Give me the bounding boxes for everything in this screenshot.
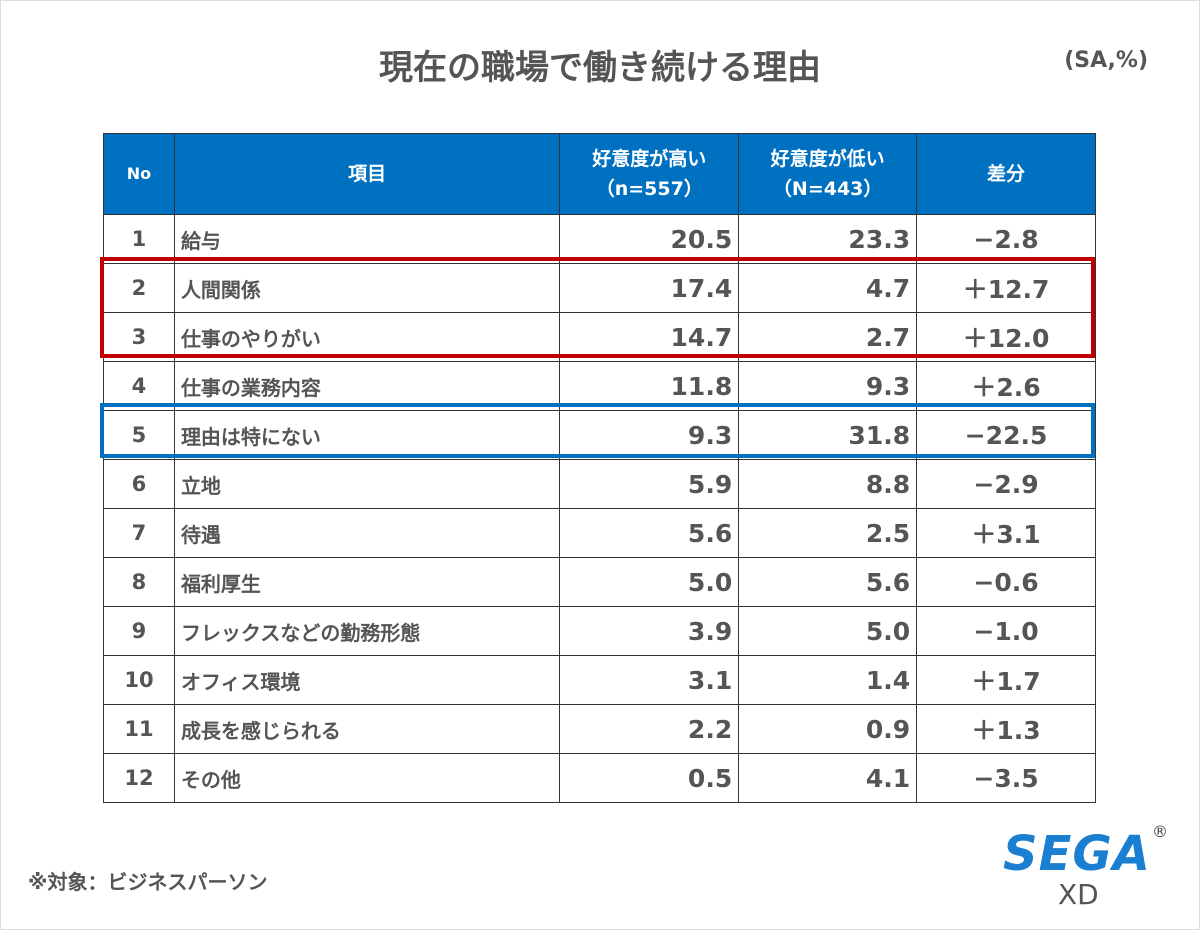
row-high-value: 20.5 bbox=[559, 214, 740, 264]
row-low-value: 8.8 bbox=[738, 459, 918, 509]
table-row: 5 理由は特にない 9.3 31.8 −22.5 bbox=[103, 410, 1096, 460]
row-high-value: 0.5 bbox=[559, 753, 740, 803]
row-item: 人間関係 bbox=[173, 263, 561, 313]
row-diff-value: −0.6 bbox=[916, 557, 1096, 607]
row-low-value: 4.1 bbox=[738, 753, 918, 803]
header-low-label: 好意度が低い bbox=[770, 147, 885, 170]
row-diff-value: ＋12.0 bbox=[916, 312, 1096, 362]
row-no: 6 bbox=[103, 459, 175, 509]
row-diff-value: ＋3.1 bbox=[916, 508, 1096, 558]
header-high-n: （n=557） bbox=[595, 178, 703, 200]
row-no: 11 bbox=[103, 704, 175, 754]
header-low: 好意度が低い （N=443） bbox=[738, 133, 918, 215]
row-low-value: 9.3 bbox=[738, 361, 918, 411]
row-high-value: 9.3 bbox=[559, 410, 740, 460]
table-row: 10 オフィス環境 3.1 1.4 ＋1.7 bbox=[103, 655, 1096, 705]
table-row: 4 仕事の業務内容 11.8 9.3 ＋2.6 bbox=[103, 361, 1096, 411]
row-high-value: 3.1 bbox=[559, 655, 740, 705]
table-row: 12 その他 0.5 4.1 −3.5 bbox=[103, 753, 1096, 803]
row-item: 仕事のやりがい bbox=[173, 312, 561, 362]
target-note: ※対象：ビジネスパーソン bbox=[28, 870, 268, 894]
unit-label: (SA,%) bbox=[1064, 48, 1148, 73]
sega-logo: SEGA bbox=[1003, 826, 1151, 882]
row-high-value: 14.7 bbox=[559, 312, 740, 362]
row-low-value: 31.8 bbox=[738, 410, 918, 460]
row-low-value: 2.5 bbox=[738, 508, 918, 558]
table-row: 3 仕事のやりがい 14.7 2.7 ＋12.0 bbox=[103, 312, 1096, 362]
row-no: 9 bbox=[103, 606, 175, 656]
row-no: 8 bbox=[103, 557, 175, 607]
row-diff-value: −22.5 bbox=[916, 410, 1096, 460]
results-table: No 項目 好意度が高い （n=557） 好意度が低い （N=443） 差分 1 給与… bbox=[103, 133, 1096, 803]
header-high-label: 好意度が高い bbox=[592, 147, 707, 170]
row-low-value: 1.4 bbox=[738, 655, 918, 705]
row-item: オフィス環境 bbox=[173, 655, 561, 705]
table-row: 8 福利厚生 5.0 5.6 −0.6 bbox=[103, 557, 1096, 607]
logo-sub: XD bbox=[1058, 878, 1099, 911]
highlight-box-blue bbox=[100, 403, 1095, 458]
header-high: 好意度が高い （n=557） bbox=[559, 133, 740, 215]
row-item: 成長を感じられる bbox=[173, 704, 561, 754]
row-diff-value: ＋2.6 bbox=[916, 361, 1096, 411]
row-high-value: 11.8 bbox=[559, 361, 740, 411]
row-diff-value: ＋1.3 bbox=[916, 704, 1096, 754]
row-no: 10 bbox=[103, 655, 175, 705]
row-high-value: 5.0 bbox=[559, 557, 740, 607]
row-diff-value: −3.5 bbox=[916, 753, 1096, 803]
row-diff-value: −2.9 bbox=[916, 459, 1096, 509]
row-item: 待遇 bbox=[173, 508, 561, 558]
row-item: 立地 bbox=[173, 459, 561, 509]
header-no: No bbox=[103, 133, 175, 215]
table-row: 7 待遇 5.6 2.5 ＋3.1 bbox=[103, 508, 1096, 558]
header-item: 項目 bbox=[173, 133, 561, 215]
row-low-value: 0.9 bbox=[738, 704, 918, 754]
row-item: 給与 bbox=[173, 214, 561, 264]
row-item: 福利厚生 bbox=[173, 557, 561, 607]
header-low-n: （N=443） bbox=[772, 178, 883, 200]
highlight-box-red bbox=[100, 257, 1095, 358]
header-diff: 差分 bbox=[916, 133, 1096, 215]
table-row: 2 人間関係 17.4 4.7 ＋12.7 bbox=[103, 263, 1096, 313]
row-diff-value: ＋1.7 bbox=[916, 655, 1096, 705]
row-item: その他 bbox=[173, 753, 561, 803]
header-row: No 項目 好意度が高い （n=557） 好意度が低い （N=443） 差分 bbox=[103, 133, 1096, 215]
row-low-value: 5.6 bbox=[738, 557, 918, 607]
row-diff-value: −1.0 bbox=[916, 606, 1096, 656]
table-row: 9 フレックスなどの勤務形態 3.9 5.0 −1.0 bbox=[103, 606, 1096, 656]
row-high-value: 5.6 bbox=[559, 508, 740, 558]
row-no: 12 bbox=[103, 753, 175, 803]
registered-mark: ® bbox=[1152, 822, 1168, 841]
row-high-value: 3.9 bbox=[559, 606, 740, 656]
row-low-value: 4.7 bbox=[738, 263, 918, 313]
table-row: 11 成長を感じられる 2.2 0.9 ＋1.3 bbox=[103, 704, 1096, 754]
row-low-value: 5.0 bbox=[738, 606, 918, 656]
table-row: 6 立地 5.9 8.8 −2.9 bbox=[103, 459, 1096, 509]
row-diff-value: ＋12.7 bbox=[916, 263, 1096, 313]
row-item: 理由は特にない bbox=[173, 410, 561, 460]
row-high-value: 2.2 bbox=[559, 704, 740, 754]
row-item: 仕事の業務内容 bbox=[173, 361, 561, 411]
row-item: フレックスなどの勤務形態 bbox=[173, 606, 561, 656]
row-no: 7 bbox=[103, 508, 175, 558]
chart-title: 現在の職場で働き続ける理由 bbox=[379, 48, 821, 88]
row-high-value: 5.9 bbox=[559, 459, 740, 509]
